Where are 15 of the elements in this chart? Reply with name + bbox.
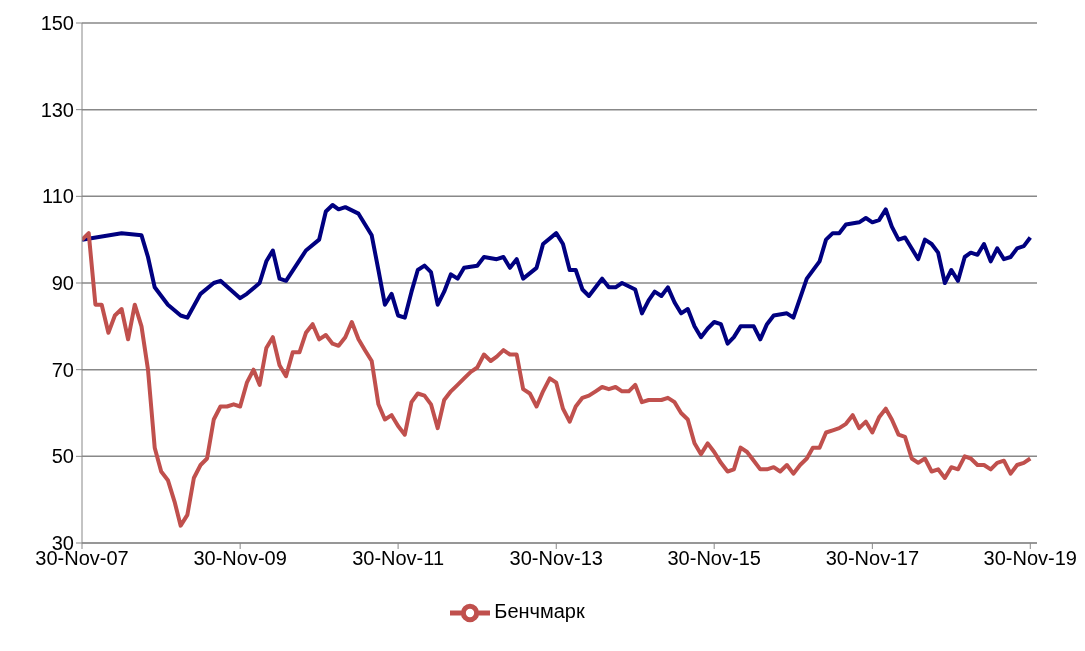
- y-tick-label: 70: [51, 358, 74, 381]
- line-series: [82, 203, 1033, 346]
- x-tick-label: 30-Nov-17: [825, 547, 920, 570]
- y-tick-label: 50: [51, 445, 74, 468]
- x-tick-label: 30-Nov-11: [352, 547, 445, 570]
- line-series: [82, 231, 1033, 528]
- x-tick-label: 30-Nov-15: [667, 547, 761, 570]
- y-tick-label: 150: [40, 12, 74, 35]
- x-tick-label: 30-Nov-19: [983, 547, 1077, 570]
- y-tick-label: 90: [51, 272, 74, 295]
- y-tick-label: 130: [40, 98, 74, 121]
- legend-label: Бенчмарк: [494, 600, 585, 623]
- x-tick-label: 30-Nov-09: [193, 547, 287, 570]
- x-tick-label: 30-Nov-13: [509, 547, 603, 570]
- y-tick-label: 110: [42, 185, 74, 208]
